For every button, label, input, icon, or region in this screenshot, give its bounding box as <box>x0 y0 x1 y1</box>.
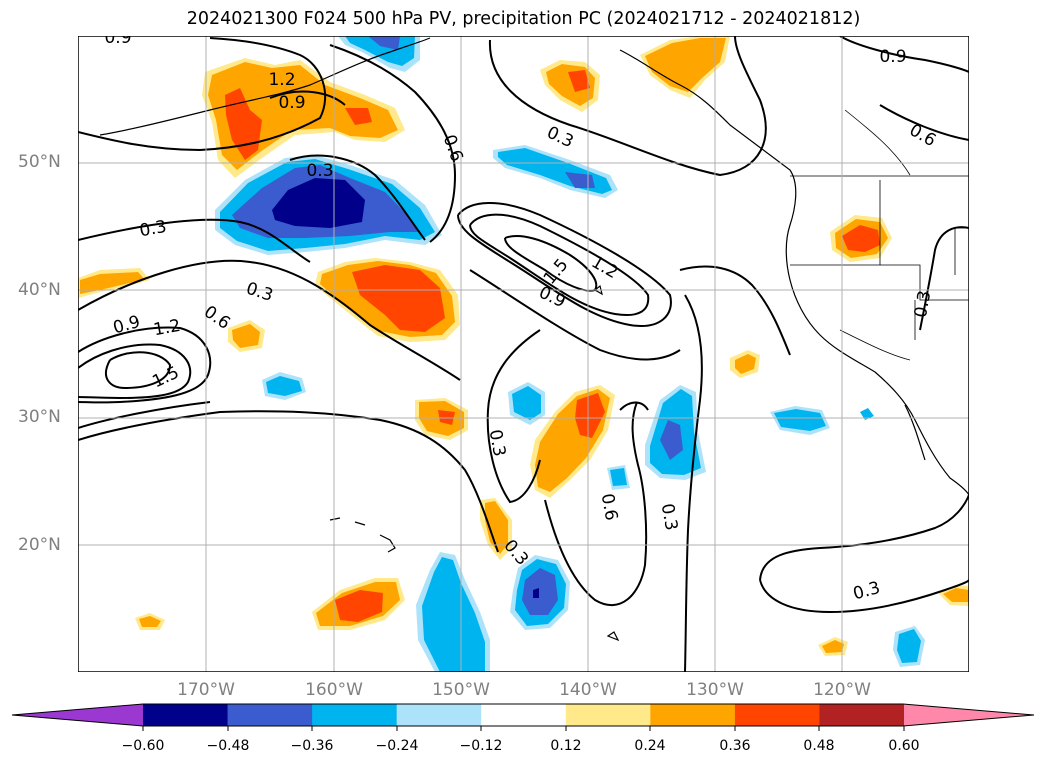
contour-label: 0.3 <box>657 502 681 532</box>
colorbar-segment <box>227 704 313 726</box>
contour-label: 1.2 <box>268 70 295 90</box>
colorbar-segment <box>143 704 229 726</box>
lat-label-20n: 20°N <box>18 535 61 555</box>
colorbar-tick-label: 0.24 <box>634 738 665 754</box>
colorbar-extension-high <box>904 704 1034 726</box>
contour-label: 0.3 <box>911 289 935 319</box>
lon-label-160w: 160°W <box>305 680 363 700</box>
colorbar-tick-label: −0.24 <box>376 738 419 754</box>
lon-label-130w: 130°W <box>686 680 744 700</box>
colorbar-tick-label: −0.60 <box>122 738 165 754</box>
colorbar-tick-label: 0.36 <box>719 738 750 754</box>
colorbar-segment <box>481 704 567 726</box>
colorbar-segment <box>565 704 651 726</box>
lon-label-120w: 120°W <box>813 680 871 700</box>
colorbar-segment <box>734 704 820 726</box>
colorbar-tick-label: −0.36 <box>291 738 334 754</box>
pv-contours <box>78 36 969 672</box>
contour-label: 0.9 <box>104 36 131 48</box>
map-panel: 0.9 1.2 0.9 0.3 0.6 0.3 0.9 0.6 0.3 0.3 … <box>78 36 969 672</box>
political-borders <box>790 109 969 361</box>
coastlines <box>99 37 969 642</box>
contour-label: 0.6 <box>597 492 621 522</box>
lat-label-30n: 30°N <box>18 407 61 427</box>
colorbar-tick-label: 0.12 <box>550 738 581 754</box>
colorbar-tick-label: 0.48 <box>803 738 834 754</box>
map-title: 2024021300 F024 500 hPa PV, precipitatio… <box>186 9 861 29</box>
contour-label: 0.9 <box>278 93 305 113</box>
graticule <box>78 36 969 672</box>
colorbar-segment <box>396 704 482 726</box>
contour-label: 1.2 <box>152 316 182 340</box>
colorbar-segment <box>312 704 398 726</box>
negative-precip-anomaly <box>215 36 925 672</box>
colorbar: −0.60 −0.48 −0.36 −0.24 −0.12 0.12 0.24 … <box>11 703 1035 754</box>
lat-label-40n: 40°N <box>18 280 61 300</box>
contour-label: 0.3 <box>485 428 509 458</box>
colorbar-tick-label: 0.60 <box>888 738 919 754</box>
colorbar-tick-label: −0.12 <box>460 738 503 754</box>
colorbar-segment <box>819 704 905 726</box>
contour-label: 0.3 <box>138 217 168 241</box>
lon-label-170w: 170°W <box>177 680 235 700</box>
positive-precip-anomaly <box>78 36 969 656</box>
contour-label: 0.9 <box>879 47 906 67</box>
colorbar-segment <box>650 704 736 726</box>
lon-label-150w: 150°W <box>432 680 490 700</box>
colorbar-tick-label: −0.48 <box>207 738 250 754</box>
colorbar-extension-low <box>12 704 143 726</box>
lat-label-50n: 50°N <box>18 152 61 172</box>
lon-label-140w: 140°W <box>559 680 617 700</box>
contour-label: 0.3 <box>306 161 333 181</box>
